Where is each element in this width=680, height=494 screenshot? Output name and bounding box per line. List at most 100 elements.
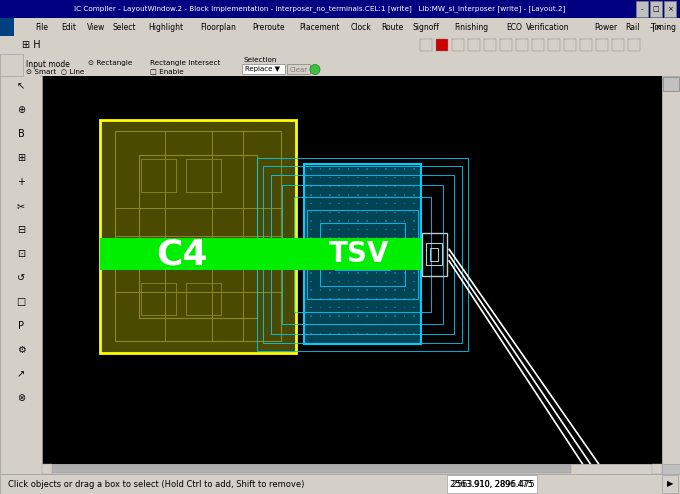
- Bar: [404, 307, 405, 308]
- Bar: [426, 243, 442, 265]
- Bar: [347, 194, 350, 196]
- Bar: [339, 203, 340, 205]
- Bar: [413, 203, 415, 205]
- Bar: [413, 211, 415, 213]
- Text: ⚙: ⚙: [16, 345, 25, 355]
- Text: Select: Select: [112, 23, 136, 32]
- Bar: [357, 255, 358, 256]
- Bar: [357, 177, 358, 178]
- Bar: [385, 272, 386, 274]
- Bar: [404, 238, 405, 239]
- Bar: [329, 324, 330, 326]
- Bar: [376, 194, 377, 196]
- Bar: [413, 289, 415, 291]
- Bar: [404, 203, 405, 205]
- Bar: [2, 76, 40, 96]
- Bar: [339, 168, 340, 170]
- Bar: [311, 203, 312, 205]
- Bar: [347, 246, 350, 247]
- Bar: [311, 289, 312, 291]
- Bar: [329, 168, 330, 170]
- Bar: [0, 0, 680, 18]
- Bar: [404, 281, 405, 282]
- Bar: [376, 229, 377, 230]
- Text: Clock: Clock: [351, 23, 371, 32]
- Bar: [329, 298, 330, 299]
- Bar: [329, 272, 330, 274]
- Bar: [320, 289, 321, 291]
- Bar: [357, 186, 358, 187]
- Text: Highlight: Highlight: [149, 23, 184, 32]
- Bar: [376, 289, 377, 291]
- Bar: [311, 168, 312, 170]
- Bar: [329, 194, 330, 196]
- Bar: [42, 464, 52, 474]
- Bar: [44, 465, 571, 473]
- Bar: [42, 464, 662, 474]
- Text: ⊟: ⊟: [17, 225, 25, 235]
- Text: ↺: ↺: [17, 273, 25, 283]
- Bar: [347, 255, 350, 256]
- Bar: [100, 120, 296, 353]
- Bar: [413, 332, 415, 334]
- Bar: [311, 238, 312, 239]
- Bar: [394, 186, 396, 187]
- Bar: [139, 155, 256, 318]
- Bar: [663, 77, 679, 91]
- Text: Signoff: Signoff: [413, 23, 439, 32]
- Bar: [320, 255, 321, 256]
- Text: C4: C4: [156, 238, 208, 272]
- Bar: [404, 315, 405, 317]
- Bar: [115, 131, 281, 341]
- Text: 2563.910, 2896.475: 2563.910, 2896.475: [450, 480, 534, 489]
- Bar: [413, 229, 415, 230]
- Bar: [413, 168, 415, 170]
- Bar: [282, 185, 443, 324]
- Bar: [394, 324, 396, 326]
- Bar: [376, 211, 377, 213]
- Bar: [347, 203, 350, 205]
- Bar: [311, 229, 312, 230]
- Bar: [413, 194, 415, 196]
- Bar: [320, 186, 321, 187]
- Bar: [376, 220, 377, 222]
- Bar: [357, 332, 358, 334]
- Text: TSV: TSV: [329, 241, 389, 268]
- Bar: [404, 332, 405, 334]
- Bar: [320, 223, 405, 286]
- Bar: [339, 298, 340, 299]
- Bar: [404, 255, 405, 256]
- Bar: [404, 229, 405, 230]
- Bar: [2, 364, 40, 384]
- Bar: [329, 315, 330, 317]
- Bar: [612, 39, 624, 51]
- Bar: [339, 246, 340, 247]
- Bar: [347, 229, 350, 230]
- Bar: [376, 238, 377, 239]
- Bar: [311, 177, 312, 178]
- Bar: [339, 255, 340, 256]
- Bar: [367, 194, 368, 196]
- Bar: [329, 332, 330, 334]
- Bar: [329, 211, 330, 213]
- Bar: [413, 315, 415, 317]
- Bar: [404, 177, 405, 178]
- Bar: [347, 307, 350, 308]
- Bar: [394, 168, 396, 170]
- Bar: [430, 248, 438, 261]
- Bar: [320, 229, 321, 230]
- Bar: [664, 1, 676, 17]
- Text: ✂: ✂: [17, 201, 25, 211]
- Text: View: View: [86, 23, 105, 32]
- Bar: [385, 298, 386, 299]
- Bar: [376, 332, 377, 334]
- Bar: [367, 211, 368, 213]
- Bar: [394, 332, 396, 334]
- Bar: [404, 324, 405, 326]
- Bar: [662, 76, 680, 464]
- Bar: [376, 177, 377, 178]
- Bar: [385, 263, 386, 265]
- Bar: [404, 168, 405, 170]
- Text: ⊞ H: ⊞ H: [22, 40, 41, 50]
- Bar: [367, 315, 368, 317]
